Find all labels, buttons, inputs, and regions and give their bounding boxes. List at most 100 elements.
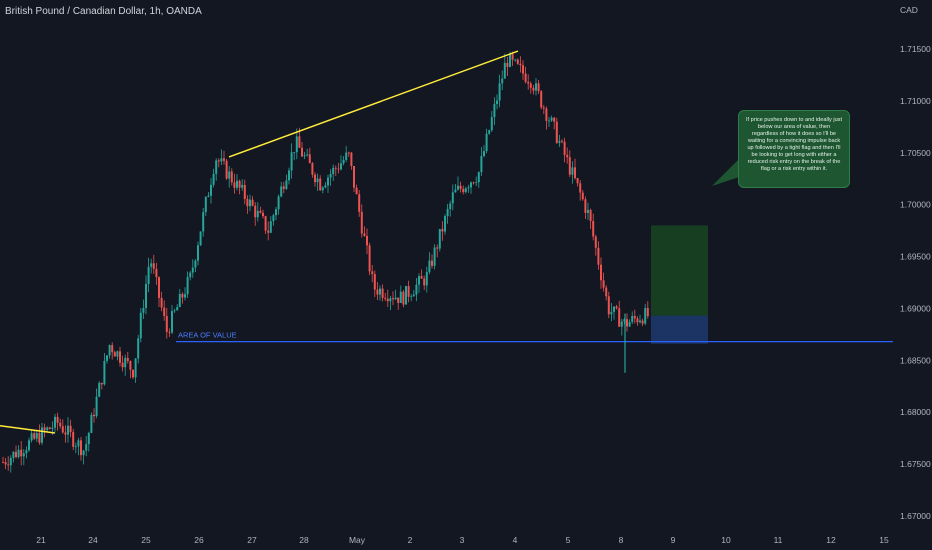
candle-body[interactable] — [472, 182, 475, 184]
candle-body[interactable] — [467, 187, 470, 189]
candle-body[interactable] — [407, 286, 410, 297]
candle-body[interactable] — [558, 140, 561, 143]
candle-body[interactable] — [285, 180, 288, 189]
candle-body[interactable] — [100, 382, 103, 385]
candle-body[interactable] — [540, 91, 543, 108]
candle-body[interactable] — [607, 296, 610, 315]
candle-body[interactable] — [176, 306, 179, 311]
candle-body[interactable] — [379, 288, 381, 295]
candle-body[interactable] — [633, 315, 636, 319]
candle-body[interactable] — [618, 308, 621, 327]
candle-body[interactable] — [93, 414, 95, 417]
candle-body[interactable] — [436, 247, 439, 249]
candle-body[interactable] — [155, 268, 158, 278]
candle-body[interactable] — [168, 331, 171, 333]
candle-body[interactable] — [303, 155, 306, 157]
candle-body[interactable] — [74, 446, 77, 448]
candle-body[interactable] — [280, 186, 283, 197]
candle-body[interactable] — [298, 136, 301, 148]
candle-body[interactable] — [420, 276, 423, 279]
candle-body[interactable] — [600, 264, 602, 281]
candle-body[interactable] — [134, 358, 137, 378]
candle-body[interactable] — [87, 432, 90, 445]
candle-body[interactable] — [584, 199, 587, 213]
candle-body[interactable] — [438, 228, 441, 249]
candle-body[interactable] — [17, 449, 20, 458]
candle-body[interactable] — [639, 320, 641, 323]
candle-body[interactable] — [423, 278, 426, 286]
candle-body[interactable] — [295, 136, 298, 153]
candle-body[interactable] — [103, 360, 106, 385]
candle-body[interactable] — [594, 236, 597, 248]
candle-body[interactable] — [121, 362, 124, 368]
candle-body[interactable] — [553, 117, 556, 122]
candle-body[interactable] — [25, 450, 28, 454]
candle-body[interactable] — [327, 177, 329, 186]
candle-body[interactable] — [402, 291, 405, 305]
trendline[interactable] — [228, 50, 519, 158]
candle-body[interactable] — [524, 73, 527, 82]
candle-body[interactable] — [381, 288, 384, 298]
candle-body[interactable] — [441, 228, 444, 232]
candle-body[interactable] — [535, 83, 537, 91]
candle-body[interactable] — [589, 209, 592, 222]
candle-body[interactable] — [124, 357, 127, 368]
trendline[interactable] — [0, 424, 56, 434]
candle-body[interactable] — [613, 306, 615, 312]
candle-body[interactable] — [631, 315, 634, 322]
candle-body[interactable] — [308, 154, 311, 164]
candle-body[interactable] — [410, 296, 413, 298]
candle-body[interactable] — [483, 151, 485, 157]
candle-body[interactable] — [514, 59, 517, 61]
candle-body[interactable] — [425, 272, 428, 286]
candle-body[interactable] — [69, 425, 72, 433]
candle-body[interactable] — [563, 141, 566, 155]
candle-body[interactable] — [264, 216, 267, 231]
candle-body[interactable] — [555, 121, 558, 143]
candle-body[interactable] — [334, 167, 337, 169]
candle-body[interactable] — [644, 308, 647, 324]
candle-body[interactable] — [566, 154, 569, 158]
candle-body[interactable] — [126, 357, 129, 362]
candle-body[interactable] — [98, 382, 101, 397]
candle-body[interactable] — [12, 451, 15, 458]
candle-body[interactable] — [30, 433, 33, 441]
candle-body[interactable] — [163, 307, 166, 317]
candle-body[interactable] — [636, 318, 639, 323]
candle-body[interactable] — [228, 171, 231, 179]
candle-body[interactable] — [371, 271, 374, 275]
candle-body[interactable] — [288, 170, 290, 181]
candle-body[interactable] — [147, 266, 150, 284]
candle-body[interactable] — [267, 230, 270, 233]
candle-body[interactable] — [189, 272, 192, 278]
candle-body[interactable] — [165, 316, 168, 332]
candle-body[interactable] — [477, 172, 480, 183]
candle-body[interactable] — [7, 464, 10, 466]
candle-body[interactable] — [360, 211, 363, 234]
candle-body[interactable] — [587, 209, 589, 213]
candle-body[interactable] — [301, 147, 303, 157]
candle-body[interactable] — [61, 426, 64, 433]
stop-loss-zone[interactable] — [651, 315, 708, 344]
candle-body[interactable] — [145, 283, 147, 309]
candle-body[interactable] — [9, 457, 12, 466]
candle-body[interactable] — [363, 233, 366, 237]
candle-body[interactable] — [233, 182, 236, 188]
candle-body[interactable] — [527, 81, 530, 84]
candle-body[interactable] — [446, 209, 449, 217]
candle-body[interactable] — [470, 182, 472, 188]
candle-body[interactable] — [321, 187, 324, 191]
candle-body[interactable] — [428, 260, 431, 273]
candle-body[interactable] — [251, 199, 254, 206]
candle-body[interactable] — [366, 236, 368, 246]
candle-body[interactable] — [64, 432, 67, 435]
candle-body[interactable] — [350, 152, 353, 166]
candle-body[interactable] — [56, 416, 59, 423]
profit-target-zone[interactable] — [651, 225, 708, 316]
candle-body[interactable] — [106, 355, 108, 361]
candle-body[interactable] — [358, 194, 361, 212]
candle-body[interactable] — [506, 62, 509, 67]
candle-body[interactable] — [592, 221, 595, 237]
candle-body[interactable] — [181, 293, 184, 298]
candle-body[interactable] — [316, 178, 319, 183]
